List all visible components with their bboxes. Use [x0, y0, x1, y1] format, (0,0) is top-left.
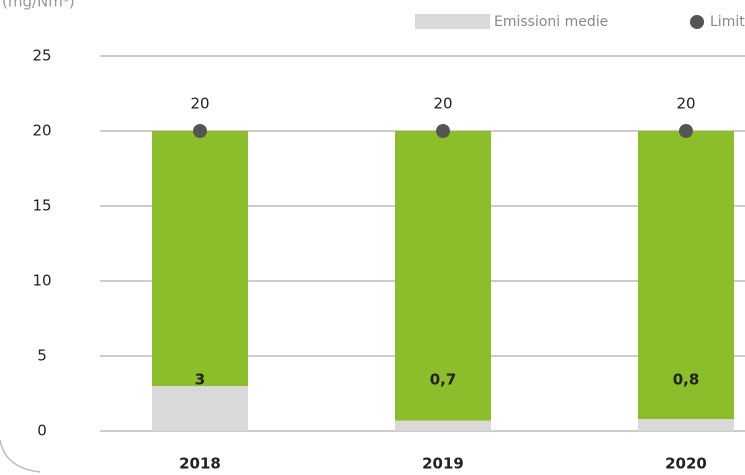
- y-tick-label: 15: [32, 197, 51, 215]
- frame-corner: [0, 439, 41, 473]
- limit-label: 20: [433, 95, 452, 113]
- limit-label: 20: [190, 95, 209, 113]
- limit-dot: [193, 124, 207, 138]
- legend-label: Emissioni medie: [494, 14, 608, 30]
- limit-bar: [638, 131, 734, 431]
- y-tick-label: 10: [32, 272, 51, 290]
- limit-bar: [152, 131, 248, 431]
- y-tick-label: 25: [32, 47, 51, 65]
- unit-label: (mg/Nm³): [2, 0, 75, 11]
- y-tick-label: 5: [37, 347, 47, 365]
- emission-label: 0,8: [673, 371, 700, 389]
- emission-bar: [395, 420, 491, 431]
- legend-swatch: [415, 14, 490, 29]
- limit-label: 20: [676, 95, 695, 113]
- emission-bar: [152, 386, 248, 431]
- emission-label: 0,7: [430, 371, 457, 389]
- limit-bar: [395, 131, 491, 431]
- limit-dot: [436, 124, 450, 138]
- x-tick-label: 2018: [179, 455, 221, 473]
- limit-dot: [679, 124, 693, 138]
- emission-label: 3: [195, 371, 205, 389]
- legend-label: Limite: [710, 14, 745, 30]
- legend-swatch: [690, 15, 704, 29]
- y-tick-label: 20: [32, 122, 51, 140]
- x-tick-label: 2020: [665, 455, 707, 473]
- emission-bar: [638, 419, 734, 431]
- x-tick-label: 2019: [422, 455, 464, 473]
- y-tick-label: 0: [37, 422, 47, 440]
